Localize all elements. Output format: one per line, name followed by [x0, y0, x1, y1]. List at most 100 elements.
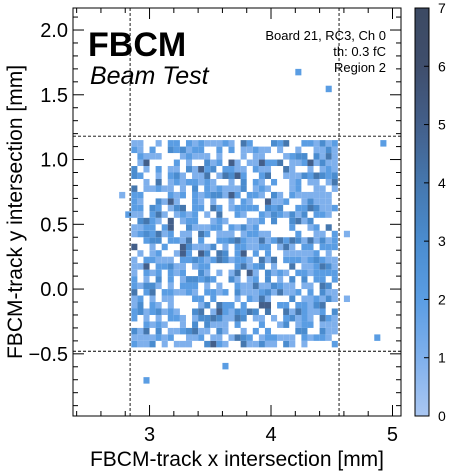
heatmap-bin: [185, 256, 193, 264]
heatmap-bin: [246, 282, 253, 290]
heatmap-bin: [179, 230, 186, 238]
heatmap-bin: [264, 185, 272, 192]
heatmap-bin: [258, 302, 265, 309]
heatmap-bin: [204, 282, 211, 290]
heatmap-bin: [295, 191, 302, 199]
colorbar-tick-label: 4: [438, 175, 446, 191]
heatmap-bin: [301, 159, 308, 167]
heatmap-bin: [222, 243, 229, 251]
heatmap-bin: [204, 153, 211, 160]
heatmap-bin: [173, 327, 180, 335]
heatmap-bin: [307, 256, 314, 264]
colorbar-tick-label: 5: [438, 117, 446, 133]
heatmap-bin: [319, 204, 326, 212]
heatmap-bin: [289, 256, 296, 264]
heatmap-bin: [161, 230, 168, 238]
heatmap-bin: [307, 166, 314, 173]
heatmap-bin: [210, 191, 217, 199]
heatmap-bin: [210, 224, 217, 231]
heatmap-bin: [179, 256, 186, 264]
heatmap-bin: [222, 314, 229, 322]
heatmap-bin: [185, 276, 193, 283]
heatmap-bin: [258, 282, 265, 290]
heatmap-bin: [313, 224, 320, 231]
heatmap-bin: [295, 159, 302, 167]
heatmap-bin: [198, 276, 205, 283]
heatmap-bin: [210, 289, 217, 296]
heatmap-bin: [192, 327, 199, 335]
heatmap-bin: [216, 250, 223, 257]
heatmap-bin: [271, 289, 278, 296]
heatmap-bin: [246, 204, 253, 212]
heatmap-bin: [216, 185, 223, 192]
heatmap-bin: [295, 153, 302, 160]
heatmap-bin: [192, 289, 199, 296]
heatmap-bin: [325, 327, 332, 335]
heatmap-bin: [325, 263, 332, 270]
heatmap-bin: [167, 140, 174, 147]
heatmap-bin: [331, 230, 338, 238]
heatmap-bin: [240, 289, 247, 296]
heatmap-bin: [216, 191, 223, 199]
heatmap-bin: [155, 282, 162, 290]
heatmap-bin: [173, 250, 180, 257]
heatmap-bin: [264, 282, 272, 290]
y-tick-label: −0.5: [29, 344, 68, 366]
heatmap-bin: [222, 250, 229, 257]
heatmap-bin: [228, 140, 235, 147]
heatmap-bin: [240, 166, 247, 173]
heatmap-bin: [179, 250, 186, 257]
heatmap-bin: [264, 295, 272, 303]
heatmap-bin: [289, 243, 296, 251]
heatmap-bin: [149, 185, 156, 192]
heatmap-bin: [192, 172, 199, 179]
heatmap-bin: [319, 289, 326, 296]
heatmap-bin: [216, 302, 223, 309]
colorbar-scale: [414, 7, 430, 417]
heatmap-bin: [283, 211, 290, 218]
heatmap-bin: [240, 334, 247, 341]
heatmap-bin: [173, 198, 180, 205]
heatmap-bin: [246, 224, 253, 231]
heatmap-bin: [137, 217, 144, 225]
heatmap-bin: [179, 211, 186, 218]
heatmap-bin: [216, 282, 223, 290]
heatmap-bin: [307, 302, 314, 309]
heatmap-bin: [295, 230, 302, 238]
heatmap-bin: [313, 302, 320, 309]
heatmap-bin: [313, 159, 320, 167]
heatmap-bin: [167, 172, 174, 179]
heatmap-bin: [143, 314, 150, 322]
heatmap-bin: [289, 224, 296, 231]
heatmap-bin: [131, 334, 138, 341]
heatmap-bin: [216, 334, 223, 341]
heatmap-bin: [161, 198, 168, 205]
heatmap-bin: [137, 302, 144, 309]
heatmap-bin: [258, 289, 265, 296]
heatmap-bin: [216, 230, 223, 238]
heatmap-bin: [313, 185, 320, 192]
heatmap-bin: [210, 217, 217, 225]
heatmap-bin: [210, 340, 217, 348]
heatmap-bin: [264, 289, 272, 296]
heatmap-bin: [307, 224, 314, 231]
heatmap-bin: [179, 146, 186, 154]
heatmap-bin: [216, 237, 223, 244]
heatmap-bin: [307, 204, 314, 212]
heatmap-bin: [155, 302, 162, 309]
y-tick-label: 2.0: [40, 20, 68, 42]
heatmap-bin: [264, 211, 272, 218]
heatmap-bin: [204, 289, 211, 296]
heatmap-bin: [222, 340, 229, 348]
heatmap-bin: [228, 159, 235, 167]
heatmap-bin: [246, 140, 253, 147]
heatmap-bin: [216, 256, 223, 264]
heatmap-bin: [331, 327, 338, 335]
heatmap-bin: [240, 211, 247, 218]
heatmap-bin: [258, 178, 265, 186]
heatmap-bin: [325, 269, 332, 277]
heatmap-bin: [319, 198, 326, 205]
heatmap-bin: [161, 289, 168, 296]
heatmap-bin: [246, 217, 253, 225]
heatmap-bin: [192, 217, 199, 225]
